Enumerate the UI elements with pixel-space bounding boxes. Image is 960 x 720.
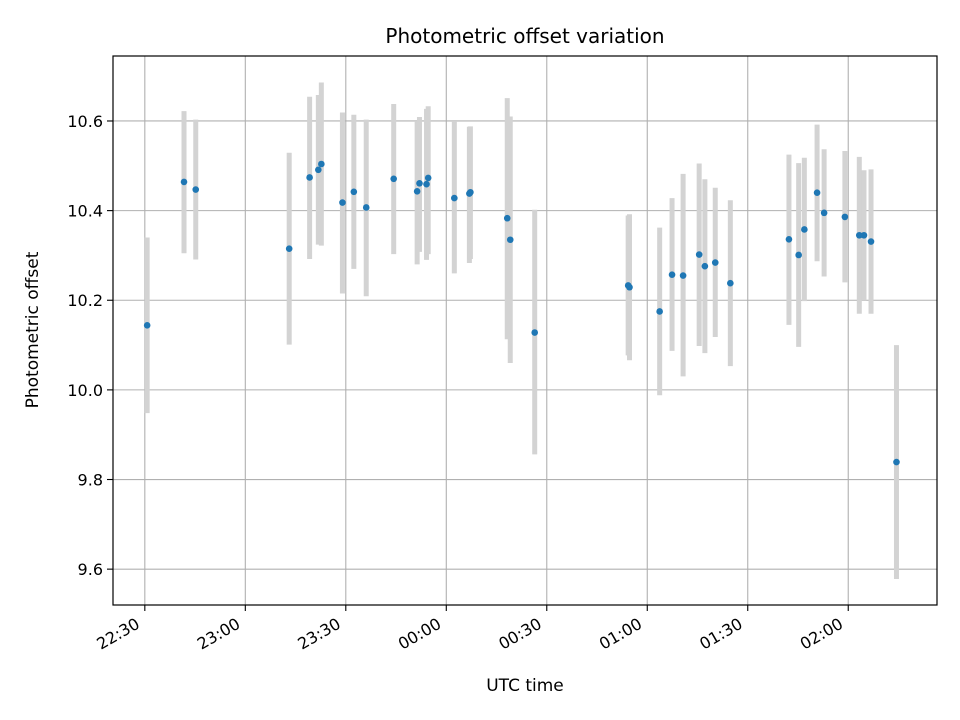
data-point bbox=[192, 186, 200, 193]
data-point bbox=[795, 251, 802, 259]
data-point bbox=[413, 188, 421, 195]
data-point bbox=[727, 279, 734, 287]
data-point bbox=[424, 174, 432, 182]
data-point bbox=[339, 199, 346, 206]
y-tick-label: 9.6 bbox=[78, 560, 103, 579]
data-point bbox=[531, 329, 539, 336]
data-point bbox=[893, 458, 900, 466]
data-point bbox=[813, 189, 821, 196]
data-point bbox=[180, 178, 188, 186]
data-point bbox=[701, 262, 709, 270]
data-point bbox=[679, 272, 687, 279]
data-point bbox=[423, 180, 430, 188]
plot-frame bbox=[112, 55, 938, 606]
data-point bbox=[285, 245, 293, 253]
data-point bbox=[315, 166, 322, 174]
data-point bbox=[416, 179, 423, 187]
data-point bbox=[711, 259, 719, 266]
data-point bbox=[318, 160, 325, 168]
y-axis-label: Photometric offset bbox=[23, 251, 43, 408]
y-tick-label: 9.8 bbox=[78, 471, 103, 490]
data-point bbox=[785, 235, 793, 243]
data-point bbox=[390, 175, 397, 183]
data-point bbox=[143, 322, 151, 329]
data-point bbox=[668, 271, 676, 279]
data-point bbox=[695, 251, 703, 258]
data-point bbox=[867, 238, 875, 245]
y-tick-label: 10.2 bbox=[67, 291, 103, 310]
data-point bbox=[506, 236, 514, 244]
data-point bbox=[362, 204, 370, 211]
y-tick-label: 10.0 bbox=[67, 381, 103, 400]
y-axis-ticks: 9.6 9.8 10.0 10.2 10.4 10.6 bbox=[67, 112, 113, 579]
data-point bbox=[801, 226, 808, 233]
data-point bbox=[656, 308, 663, 315]
data-point bbox=[820, 209, 828, 217]
data-points bbox=[143, 160, 900, 466]
data-point bbox=[860, 231, 868, 239]
data-point bbox=[451, 194, 458, 202]
y-tick-label: 10.4 bbox=[67, 202, 103, 221]
data-point bbox=[626, 283, 633, 291]
data-point bbox=[350, 188, 358, 196]
chart-title: Photometric offset variation bbox=[385, 24, 664, 48]
data-point bbox=[306, 174, 313, 181]
y-tick-label: 10.6 bbox=[67, 112, 103, 131]
data-point bbox=[841, 213, 849, 221]
x-axis-label: UTC time bbox=[486, 676, 564, 696]
data-point bbox=[855, 231, 863, 239]
data-point bbox=[503, 214, 511, 222]
data-point bbox=[467, 188, 474, 196]
